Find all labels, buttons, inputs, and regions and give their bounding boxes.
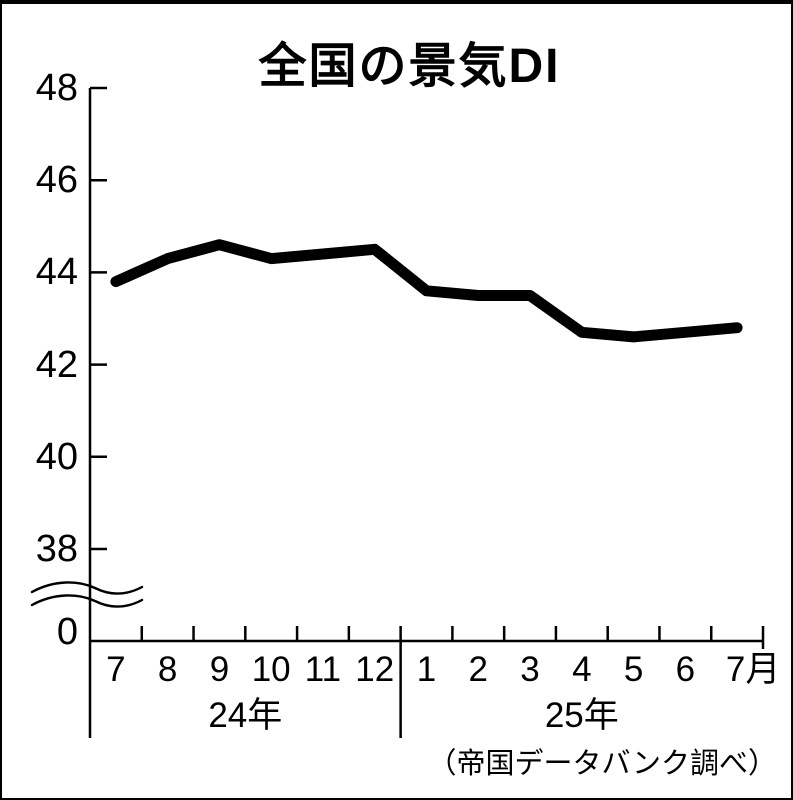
source-note: （帝国データバンク調べ）	[427, 748, 777, 780]
y-axis-label: 40	[35, 435, 78, 478]
x-axis-year-label: 25年	[544, 696, 619, 735]
chart-canvas	[30, 86, 765, 738]
x-axis-year-label: 24年	[208, 696, 283, 735]
chart-title: 全国の景気DI	[258, 40, 561, 93]
y-axis-break-label: 0	[56, 611, 78, 653]
y-axis-label: 48	[35, 67, 78, 109]
x-axis-month-label: 6	[675, 650, 696, 689]
y-axis-label: 46	[35, 159, 78, 202]
axis-break-wave	[30, 594, 144, 608]
x-axis-month-label: 1	[416, 650, 437, 689]
y-axis-label: 42	[35, 343, 78, 386]
x-axis-month-label: 10	[251, 650, 291, 689]
x-axis-month-label: 9	[209, 650, 230, 689]
y-axis-label: 38	[35, 528, 78, 570]
y-axis-label: 44	[35, 251, 78, 294]
x-axis-month-label: 12	[355, 650, 395, 689]
axis-break-wave	[30, 581, 144, 595]
x-axis-month-label: 4	[572, 650, 592, 689]
di-line-series	[110, 239, 743, 343]
x-axis-month-label: 2	[468, 650, 488, 689]
x-axis-month-label: 8	[157, 650, 178, 689]
x-axis-month-label: 7	[106, 650, 126, 689]
x-axis-month-label: 3	[520, 650, 540, 689]
x-axis-month-label: 5	[623, 650, 644, 689]
x-axis-month-label: 7月	[725, 650, 781, 689]
x-axis-month-label: 11	[304, 650, 342, 689]
